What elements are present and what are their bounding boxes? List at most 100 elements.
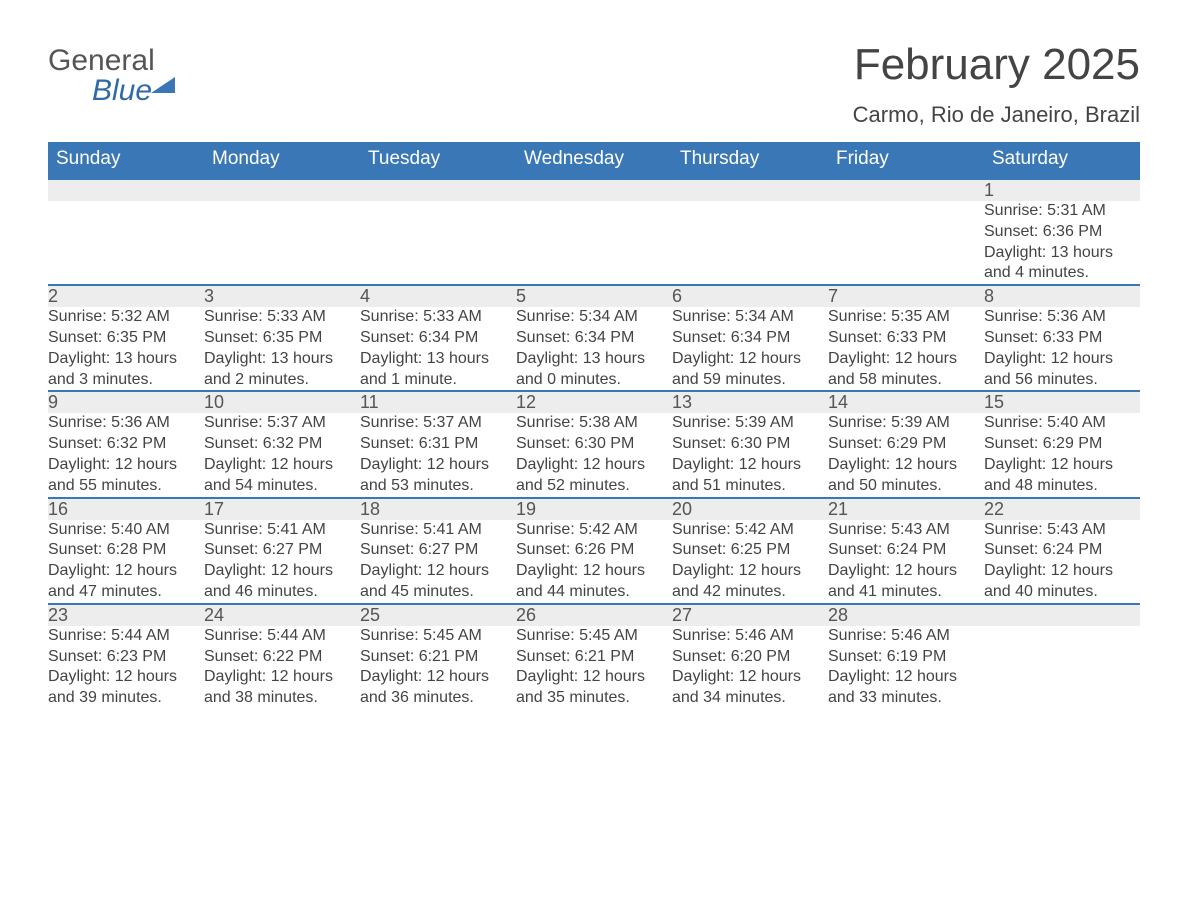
sunrise-text: Sunrise: 5:32 AM xyxy=(48,307,204,328)
content-row: Sunrise: 5:36 AMSunset: 6:32 PMDaylight:… xyxy=(48,413,1140,497)
sunset-text: Sunset: 6:27 PM xyxy=(360,540,516,561)
content-row: Sunrise: 5:32 AMSunset: 6:35 PMDaylight:… xyxy=(48,307,1140,391)
day-number: 4 xyxy=(360,286,370,306)
day-number-cell: 24 xyxy=(204,604,360,626)
day-number: 21 xyxy=(828,499,848,519)
sunset-text: Sunset: 6:23 PM xyxy=(48,647,204,668)
daylight-line1: Daylight: 12 hours xyxy=(828,349,984,370)
sunset-text: Sunset: 6:27 PM xyxy=(204,540,360,561)
day-content-cell: Sunrise: 5:43 AMSunset: 6:24 PMDaylight:… xyxy=(828,520,984,604)
day-number: 13 xyxy=(672,392,692,412)
day-number: 3 xyxy=(204,286,214,306)
sunset-text: Sunset: 6:34 PM xyxy=(360,328,516,349)
sunrise-text: Sunrise: 5:41 AM xyxy=(204,520,360,541)
day-content-cell: Sunrise: 5:37 AMSunset: 6:32 PMDaylight:… xyxy=(204,413,360,497)
daylight-line2: and 52 minutes. xyxy=(516,476,672,497)
day-number-cell: 6 xyxy=(672,285,828,307)
daylight-line1: Daylight: 12 hours xyxy=(516,561,672,582)
sunset-text: Sunset: 6:35 PM xyxy=(48,328,204,349)
daylight-line1: Daylight: 12 hours xyxy=(204,561,360,582)
day-number-cell: 20 xyxy=(672,498,828,520)
weekday-header-row: Sunday Monday Tuesday Wednesday Thursday… xyxy=(48,142,1140,179)
day-number-cell: 7 xyxy=(828,285,984,307)
day-content-cell: Sunrise: 5:41 AMSunset: 6:27 PMDaylight:… xyxy=(360,520,516,604)
sunset-text: Sunset: 6:19 PM xyxy=(828,647,984,668)
day-number-cell: 15 xyxy=(984,391,1140,413)
day-number-cell: 3 xyxy=(204,285,360,307)
daylight-line1: Daylight: 12 hours xyxy=(204,455,360,476)
sunrise-text: Sunrise: 5:33 AM xyxy=(360,307,516,328)
daylight-line2: and 48 minutes. xyxy=(984,476,1140,497)
sunset-text: Sunset: 6:22 PM xyxy=(204,647,360,668)
day-number-cell: 21 xyxy=(828,498,984,520)
day-number-cell: 13 xyxy=(672,391,828,413)
day-number: 19 xyxy=(516,499,536,519)
daylight-line2: and 54 minutes. xyxy=(204,476,360,497)
day-number: 25 xyxy=(360,605,380,625)
brand-text: General Blue xyxy=(48,46,175,106)
sunrise-text: Sunrise: 5:45 AM xyxy=(516,626,672,647)
sunset-text: Sunset: 6:30 PM xyxy=(516,434,672,455)
content-row: Sunrise: 5:44 AMSunset: 6:23 PMDaylight:… xyxy=(48,626,1140,709)
day-number-cell xyxy=(48,179,204,201)
daylight-line1: Daylight: 13 hours xyxy=(48,349,204,370)
daylight-line2: and 42 minutes. xyxy=(672,582,828,603)
day-number: 7 xyxy=(828,286,838,306)
day-content-cell xyxy=(516,201,672,285)
day-number-cell: 28 xyxy=(828,604,984,626)
sunrise-text: Sunrise: 5:33 AM xyxy=(204,307,360,328)
sunset-text: Sunset: 6:29 PM xyxy=(984,434,1140,455)
sunset-text: Sunset: 6:25 PM xyxy=(672,540,828,561)
day-number-cell xyxy=(984,604,1140,626)
daylight-line1: Daylight: 12 hours xyxy=(984,561,1140,582)
day-number-cell: 10 xyxy=(204,391,360,413)
day-content-cell: Sunrise: 5:34 AMSunset: 6:34 PMDaylight:… xyxy=(516,307,672,391)
day-content-cell: Sunrise: 5:42 AMSunset: 6:26 PMDaylight:… xyxy=(516,520,672,604)
day-number: 14 xyxy=(828,392,848,412)
day-content-cell: Sunrise: 5:41 AMSunset: 6:27 PMDaylight:… xyxy=(204,520,360,604)
day-number-cell: 18 xyxy=(360,498,516,520)
brand-general: General xyxy=(48,44,155,77)
sunrise-text: Sunrise: 5:43 AM xyxy=(984,520,1140,541)
daylight-line1: Daylight: 13 hours xyxy=(204,349,360,370)
daylight-line2: and 55 minutes. xyxy=(48,476,204,497)
day-number: 16 xyxy=(48,499,68,519)
day-content-cell: Sunrise: 5:35 AMSunset: 6:33 PMDaylight:… xyxy=(828,307,984,391)
day-number: 22 xyxy=(984,499,1004,519)
day-number-cell: 26 xyxy=(516,604,672,626)
daylight-line2: and 34 minutes. xyxy=(672,688,828,709)
day-number-cell: 16 xyxy=(48,498,204,520)
day-number-cell xyxy=(672,179,828,201)
day-number-cell: 11 xyxy=(360,391,516,413)
day-number: 23 xyxy=(48,605,68,625)
daylight-line2: and 59 minutes. xyxy=(672,370,828,391)
daylight-line1: Daylight: 12 hours xyxy=(516,455,672,476)
daylight-line2: and 53 minutes. xyxy=(360,476,516,497)
day-content-cell: Sunrise: 5:44 AMSunset: 6:22 PMDaylight:… xyxy=(204,626,360,709)
daynum-row: 16 171819 2021 22 xyxy=(48,498,1140,520)
col-sunday: Sunday xyxy=(48,142,204,179)
sunset-text: Sunset: 6:21 PM xyxy=(360,647,516,668)
day-content-cell: Sunrise: 5:36 AMSunset: 6:33 PMDaylight:… xyxy=(984,307,1140,391)
daylight-line1: Daylight: 12 hours xyxy=(672,561,828,582)
sunrise-text: Sunrise: 5:36 AM xyxy=(48,413,204,434)
sunrise-text: Sunrise: 5:46 AM xyxy=(672,626,828,647)
day-number: 24 xyxy=(204,605,224,625)
col-thursday: Thursday xyxy=(672,142,828,179)
daylight-line2: and 56 minutes. xyxy=(984,370,1140,391)
day-number-cell: 8 xyxy=(984,285,1140,307)
day-number-cell: 17 xyxy=(204,498,360,520)
sunrise-text: Sunrise: 5:34 AM xyxy=(516,307,672,328)
day-number-cell xyxy=(516,179,672,201)
daylight-line2: and 3 minutes. xyxy=(48,370,204,391)
day-number: 2 xyxy=(48,286,58,306)
location-text: Carmo, Rio de Janeiro, Brazil xyxy=(853,102,1140,128)
day-number: 8 xyxy=(984,286,994,306)
day-number: 10 xyxy=(204,392,224,412)
sunrise-text: Sunrise: 5:37 AM xyxy=(360,413,516,434)
day-content-cell: Sunrise: 5:40 AMSunset: 6:28 PMDaylight:… xyxy=(48,520,204,604)
col-tuesday: Tuesday xyxy=(360,142,516,179)
day-content-cell: Sunrise: 5:46 AMSunset: 6:20 PMDaylight:… xyxy=(672,626,828,709)
sunrise-text: Sunrise: 5:40 AM xyxy=(984,413,1140,434)
day-content-cell: Sunrise: 5:45 AMSunset: 6:21 PMDaylight:… xyxy=(360,626,516,709)
